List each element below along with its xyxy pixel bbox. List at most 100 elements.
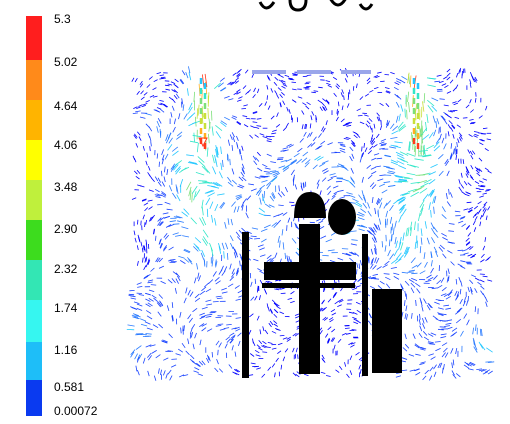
vector-arrow — [291, 204, 297, 207]
vector-arrow — [209, 201, 214, 210]
vector-arrow — [448, 188, 450, 195]
vector-arrow — [457, 263, 463, 267]
vector-arrow — [469, 279, 474, 284]
cabinet — [372, 289, 402, 373]
vector-arrow — [396, 154, 405, 159]
vector-arrow — [458, 69, 461, 74]
vector-arrow — [202, 229, 209, 238]
vector-arrow — [146, 84, 151, 88]
vector-arrow — [371, 141, 376, 146]
vector-arrow — [229, 263, 232, 270]
vector-arrow — [399, 206, 405, 214]
vector-arrow — [241, 167, 245, 173]
vector-arrow — [410, 282, 416, 288]
vector-arrow — [236, 196, 243, 201]
vector-arrow — [175, 167, 181, 175]
vector-arrow — [325, 100, 330, 105]
vector-arrow — [144, 321, 151, 325]
vector-arrow — [418, 332, 423, 338]
vector-arrow — [157, 221, 161, 226]
vector-arrow — [237, 289, 243, 294]
vector-arrow — [303, 131, 307, 137]
vector-arrow — [384, 245, 387, 252]
vector-arrow — [158, 239, 161, 245]
vector-arrow — [177, 220, 184, 223]
vector-arrow — [215, 148, 218, 157]
vector-arrow — [478, 157, 483, 162]
vector-arrow — [221, 242, 225, 250]
vector-arrow — [437, 328, 444, 331]
vector-arrow — [233, 252, 237, 259]
vector-arrow — [439, 362, 443, 369]
vector-arrow — [170, 81, 176, 84]
vector-arrow — [370, 248, 374, 255]
vector-arrow — [231, 201, 236, 207]
vector-arrow — [311, 111, 315, 116]
vector-arrow — [361, 176, 364, 183]
vector-arrow — [277, 87, 282, 91]
vector-arrow — [260, 228, 268, 232]
vector-arrow — [460, 216, 466, 219]
vector-arrow — [390, 234, 393, 242]
vector-arrow — [460, 330, 464, 337]
vector-arrow — [458, 186, 462, 192]
vector-arrow — [466, 300, 469, 306]
vector-arrow — [258, 347, 263, 351]
vector-arrow — [294, 332, 299, 337]
vector-arrow — [277, 350, 282, 355]
vector-arrow — [232, 246, 236, 253]
legend-label-5-3: 5.3 — [54, 12, 71, 26]
vector-arrow — [331, 328, 336, 333]
vector-arrow — [154, 176, 159, 182]
vector-arrow — [377, 71, 382, 74]
vector-arrow — [276, 219, 281, 225]
vector-arrow — [151, 214, 155, 220]
vector-arrow — [472, 213, 477, 218]
vector-arrow — [371, 196, 374, 204]
vector-arrow — [157, 177, 161, 183]
vector-arrow — [221, 287, 227, 291]
vector-arrow — [220, 87, 227, 92]
vector-arrow — [370, 166, 377, 170]
vector-arrow — [228, 98, 234, 101]
vector-arrow — [350, 251, 357, 256]
vector-arrow — [148, 126, 153, 132]
vector-arrow — [259, 270, 265, 274]
vector-arrow — [406, 109, 408, 120]
legend-swatch — [26, 220, 42, 260]
vector-arrow — [359, 259, 362, 266]
vector-arrow — [374, 244, 377, 251]
vector-arrow — [157, 311, 162, 317]
vector-arrow — [356, 108, 361, 112]
vector-arrow — [391, 223, 394, 231]
vector-arrow — [157, 181, 162, 187]
vector-arrow — [422, 323, 426, 329]
vector-arrow — [153, 375, 157, 381]
vector-arrow — [282, 165, 290, 170]
vector-arrow — [304, 123, 306, 129]
vector-arrow — [223, 251, 225, 259]
vector-arrow — [452, 133, 455, 139]
vector-arrow — [173, 83, 178, 88]
vector-arrow — [463, 180, 468, 186]
vector-arrow — [207, 354, 210, 361]
vector-arrow — [455, 373, 461, 378]
vector-arrow — [243, 124, 249, 128]
vector-arrow — [487, 370, 493, 375]
vector-arrow — [364, 93, 370, 97]
vector-arrow — [443, 364, 445, 370]
vector-arrow — [165, 88, 170, 91]
vector-arrow — [202, 74, 205, 88]
vector-arrow — [179, 374, 185, 378]
vector-arrow — [294, 222, 297, 229]
vector-arrow — [480, 329, 483, 337]
vector-arrow — [194, 332, 197, 339]
vector-arrow — [383, 165, 390, 168]
vector-arrow — [303, 373, 309, 377]
vector-arrow — [137, 184, 142, 187]
vector-arrow — [462, 300, 466, 307]
vector-arrow — [274, 288, 280, 291]
vector-arrow — [446, 201, 451, 207]
vector-arrow — [346, 103, 350, 108]
vector-arrow — [280, 149, 287, 152]
